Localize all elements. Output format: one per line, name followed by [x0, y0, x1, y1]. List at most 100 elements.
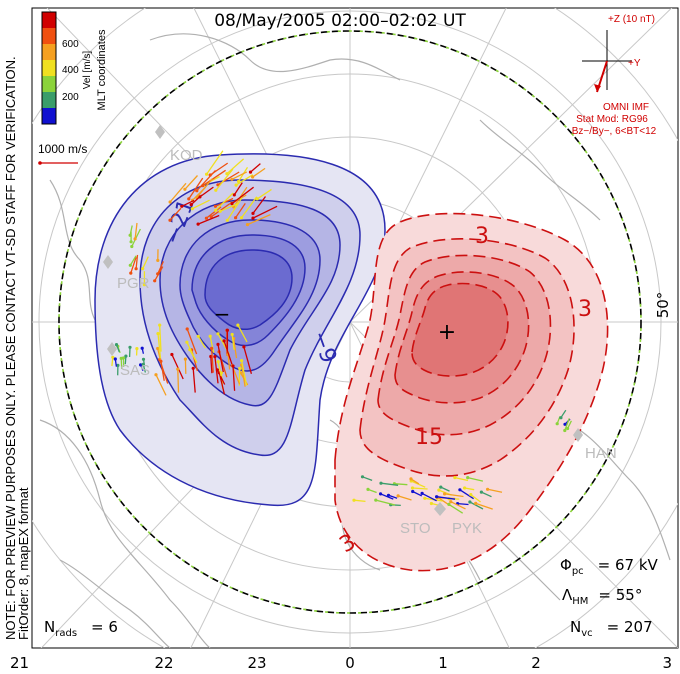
velocity-vector-origin	[225, 172, 229, 176]
velocity-vector	[184, 175, 198, 190]
velocity-vector-origin	[230, 202, 234, 206]
velocity-vector-origin	[231, 364, 235, 368]
velocity-vector	[467, 476, 484, 482]
velocity-vector-origin	[255, 197, 259, 201]
colorbar-segment	[42, 60, 56, 77]
velocity-vector	[412, 490, 423, 497]
velocity-vector	[380, 493, 394, 500]
velocity-vector	[192, 368, 196, 393]
colorbar-border	[41, 11, 57, 125]
potential-minimum-marker: −	[214, 302, 231, 326]
velocity-vector-origin	[214, 188, 218, 192]
station-marker-han	[573, 428, 583, 442]
colorbar-tick-400: 400	[62, 65, 79, 76]
mlt-coordinates-label: MLT coordinates	[96, 29, 108, 110]
velocity-vector	[197, 335, 206, 349]
velocity-vector	[129, 225, 133, 236]
station-pgr: PGR	[117, 275, 150, 292]
velocity-vector	[130, 256, 137, 274]
velocity-vector-origin	[410, 486, 415, 490]
velocity-vector	[231, 186, 254, 205]
velocity-vector-origin	[116, 363, 120, 367]
velocity-vector	[232, 338, 238, 359]
velocity-vector	[210, 356, 213, 374]
velocity-vector-origin	[215, 368, 219, 372]
velocity-vector	[235, 174, 254, 186]
velocity-vector-origin	[360, 475, 365, 479]
velocity-colorbar	[41, 11, 57, 125]
velocity-vector	[134, 222, 138, 239]
velocity-vector	[190, 194, 203, 206]
latitude-label: 50°	[654, 292, 672, 319]
velocity-vector-origin	[396, 494, 400, 498]
velocity-vector	[210, 348, 214, 373]
positive-cell	[334, 212, 609, 572]
velocity-vector	[450, 501, 466, 510]
velocity-vector	[397, 495, 412, 501]
velocity-vector	[186, 341, 198, 364]
velocity-vector	[159, 325, 162, 352]
velocity-vector-origin	[420, 491, 424, 495]
velocity-vector	[470, 494, 481, 503]
velocity-vector-origin	[218, 209, 222, 213]
velocity-vector-origin	[141, 357, 146, 361]
velocity-vector	[421, 492, 437, 502]
velocity-vector	[243, 346, 253, 374]
velocity-vector-origin	[114, 343, 119, 347]
velocity-vector	[217, 361, 222, 377]
velocity-vector-origin	[479, 490, 483, 494]
velocity-vector-origin	[159, 359, 163, 363]
velocity-vector-origin	[468, 500, 472, 504]
velocity-vector-origin	[566, 426, 570, 431]
cross-polar-potential: Φpc = 67 kV	[560, 556, 659, 577]
velocity-vector	[202, 169, 226, 187]
colorbar-tick-200: 200	[62, 92, 79, 103]
velocity-vector-origin	[130, 244, 134, 249]
station-pyk: PYK	[452, 520, 482, 537]
velocity-vector-origin	[176, 367, 180, 371]
velocity-vector-origin	[242, 345, 246, 349]
velocity-vector	[475, 502, 493, 510]
velocity-vector-origin	[139, 363, 143, 367]
velocity-vector	[235, 203, 246, 219]
colorbar-segment	[42, 108, 56, 125]
velocity-vector	[120, 358, 123, 370]
velocity-vector-origin	[443, 492, 447, 496]
velocity-vector	[227, 354, 231, 370]
velocity-vector-origin	[352, 498, 356, 502]
velocity-vector	[380, 482, 399, 486]
colorbar-segment	[42, 76, 56, 93]
velocity-vector-origin	[156, 332, 160, 336]
velocity-vector	[412, 487, 428, 490]
velocity-vector	[454, 476, 469, 482]
velocity-vector-origin	[124, 354, 128, 358]
velocity-vector-origin	[168, 218, 172, 222]
vector-count: Nvc = 207	[570, 618, 653, 639]
velocity-vector	[192, 199, 210, 210]
velocity-vector-origin	[458, 488, 462, 492]
velocity-vector-origin	[153, 279, 157, 283]
velocity-vector-origin	[213, 204, 217, 208]
velocity-vector-origin	[191, 366, 195, 370]
velocity-vector	[160, 361, 165, 381]
velocity-vector-origin	[248, 170, 253, 174]
velocity-vector-origin	[555, 422, 559, 426]
colorbar-label: Vel [m/s]	[82, 51, 93, 90]
velocity-vector-origin	[142, 283, 146, 287]
velocity-vector	[464, 487, 475, 491]
velocity-vector	[209, 336, 215, 353]
velocity-vector-origin	[128, 233, 132, 237]
velocity-vector	[197, 214, 220, 225]
mlt-tick-1: 1	[438, 654, 448, 672]
station-kod: KOD	[170, 147, 203, 164]
velocity-vector-origin	[204, 216, 208, 220]
velocity-vector-origin	[230, 332, 234, 337]
velocity-vector-origin	[156, 258, 160, 262]
velocity-vector-origin	[156, 272, 160, 276]
potential-maximum-marker: +	[438, 320, 456, 345]
velocity-vector-origin	[134, 267, 138, 271]
velocity-vector-origin	[366, 487, 370, 491]
velocity-vector	[232, 365, 236, 391]
velocity-vector-origin	[439, 485, 443, 489]
